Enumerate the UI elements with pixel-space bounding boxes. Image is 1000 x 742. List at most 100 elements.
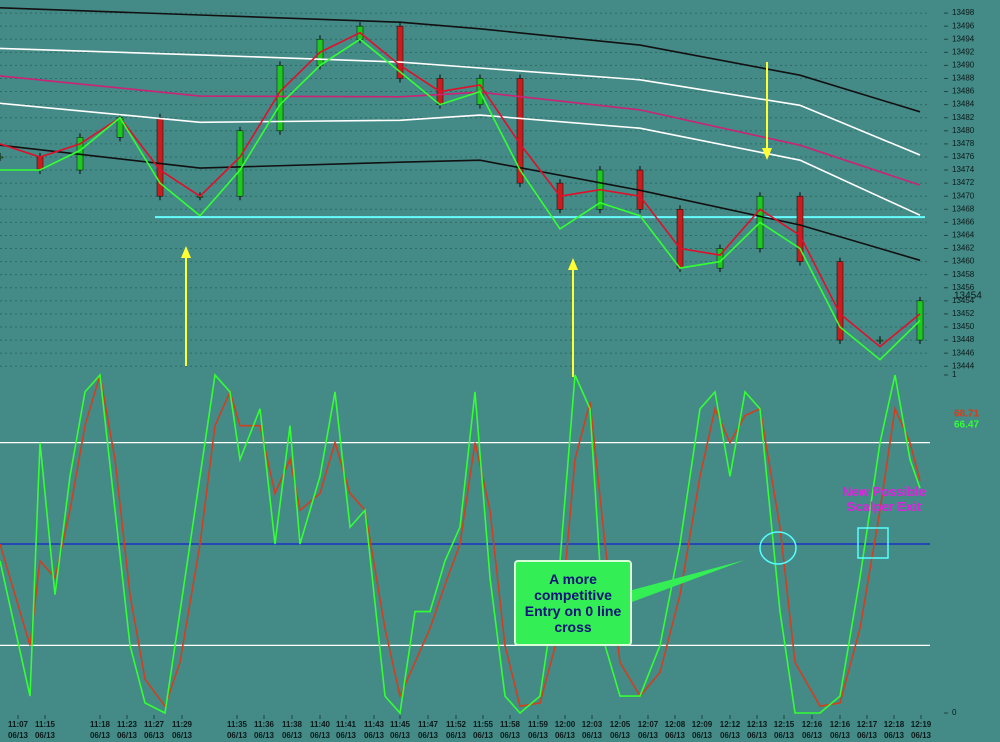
candle [836,261,844,341]
x-tick-date: 06/13 [390,731,411,740]
x-tick-date: 06/13 [884,731,905,740]
last-value-label: 66.47 [954,420,979,431]
x-tick-date: 06/13 [117,731,138,740]
x-tick-date: 06/13 [802,731,823,740]
x-tick-label: 12:07 [638,720,659,729]
y-tick-label: 13486 [952,87,975,96]
y-tick-label: 13498 [952,8,975,17]
x-tick-label: 11:47 [418,720,439,729]
y-tick-label: 1 [952,370,957,379]
x-tick-date: 06/13 [227,731,248,740]
last-value-label: 68.71 [954,409,979,420]
y-tick-label: 13492 [952,47,975,56]
y-tick-label: 13490 [952,61,975,70]
series-line [0,7,921,113]
x-tick-date: 06/13 [364,731,385,740]
x-tick-label: 11:36 [254,720,275,729]
x-tick-date: 06/13 [582,731,603,740]
y-tick-label: 13482 [952,113,975,122]
x-tick-date: 06/13 [911,731,932,740]
x-tick-label: 12:12 [720,720,741,729]
y-tick-label: 13470 [952,191,975,200]
x-tick-label: 12:16 [802,720,823,729]
y-tick-label: 13462 [952,244,975,253]
x-tick-date: 06/13 [774,731,795,740]
y-tick-label: 13450 [952,322,975,331]
arrow-head [181,246,191,258]
candle [716,248,724,269]
series-line [0,47,921,156]
scalper-exit-note: New Possible Scalper Exit [842,484,926,514]
x-tick-label: 11:38 [282,720,303,729]
candle [676,209,684,269]
x-tick-label: 11:52 [446,720,467,729]
x-tick-label: 12:00 [555,720,576,729]
candle [276,65,284,132]
last-price-label: 13454 [954,290,982,301]
y-tick-label: 13484 [952,100,975,109]
plot-layer: 1344413446134481345013452134541345613458… [0,7,982,740]
x-tick-date: 06/13 [528,731,549,740]
series-line [0,144,921,262]
series-line [0,374,921,708]
y-tick-label: 13480 [952,126,975,135]
x-tick-label: 12:03 [582,720,603,729]
x-tick-label: 11:15 [35,720,56,729]
x-tick-label: 11:41 [336,720,357,729]
y-tick-label: 13452 [952,309,975,318]
x-tick-label: 11:43 [364,720,385,729]
x-tick-date: 06/13 [747,731,768,740]
x-tick-label: 11:55 [473,720,494,729]
x-tick-label: 12:16 [830,720,851,729]
cross-circle [759,531,797,565]
x-tick-date: 06/13 [418,731,439,740]
x-tick-date: 06/13 [555,731,576,740]
x-tick-label: 12:13 [747,720,768,729]
x-tick-label: 12:17 [857,720,878,729]
candle [876,339,884,342]
x-tick-date: 06/13 [90,731,111,740]
x-tick-label: 11:18 [90,720,111,729]
x-tick-date: 06/13 [638,731,659,740]
candle [916,300,924,341]
y-tick-label: 13460 [952,257,975,266]
candle [796,195,804,262]
y-tick-label: 13464 [952,231,975,240]
y-tick-label: 13466 [952,217,975,226]
series-line [0,31,921,348]
arrow-head [762,148,772,160]
x-tick-label: 11:29 [172,720,193,729]
x-tick-label: 11:27 [144,720,165,729]
x-tick-date: 06/13 [720,731,741,740]
x-tick-label: 11:40 [310,720,331,729]
y-tick-label: 13446 [952,348,975,357]
x-tick-date: 06/13 [692,731,713,740]
y-tick-label: 0 [952,708,957,717]
x-tick-date: 06/13 [500,731,521,740]
x-tick-label: 12:08 [665,720,686,729]
x-tick-date: 06/13 [254,731,275,740]
x-tick-date: 06/13 [473,731,494,740]
candle [236,130,244,197]
x-tick-date: 06/13 [665,731,686,740]
x-tick-label: 12:05 [610,720,631,729]
x-tick-date: 06/13 [610,731,631,740]
arrow-head [568,258,578,270]
x-tick-date: 06/13 [336,731,357,740]
y-tick-label: 13454 [952,296,975,305]
x-tick-label: 12:15 [774,720,795,729]
x-tick-date: 06/13 [282,731,303,740]
series-line [0,102,921,216]
x-tick-date: 06/13 [446,731,467,740]
x-tick-label: 12:19 [911,720,932,729]
x-tick-date: 06/13 [8,731,29,740]
x-tick-label: 11:58 [500,720,521,729]
y-tick-label: 13488 [952,74,975,83]
x-tick-label: 11:45 [390,720,411,729]
callout-pointer [632,560,745,602]
x-tick-date: 06/13 [310,731,331,740]
y-tick-label: 13468 [952,204,975,213]
y-tick-label: 13444 [952,361,975,370]
x-tick-date: 06/13 [857,731,878,740]
